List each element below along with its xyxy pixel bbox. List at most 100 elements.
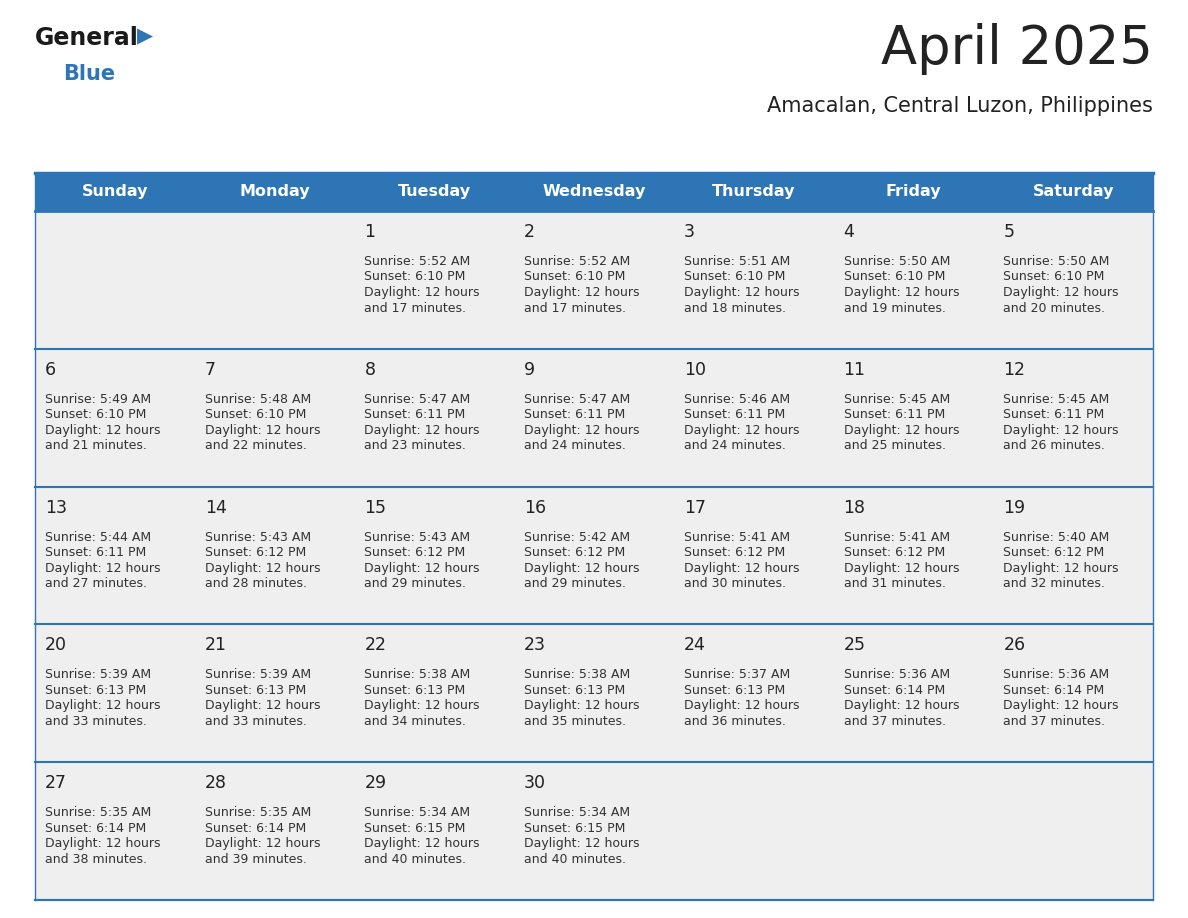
Text: and 31 minutes.: and 31 minutes. [843, 577, 946, 590]
Text: Sunrise: 5:52 AM: Sunrise: 5:52 AM [365, 255, 470, 268]
Bar [354, 349, 514, 487]
Text: 5: 5 [1004, 223, 1015, 241]
Text: Sunrise: 5:36 AM: Sunrise: 5:36 AM [1004, 668, 1110, 681]
Text: Sunrise: 5:35 AM: Sunrise: 5:35 AM [204, 806, 311, 819]
Bar [674, 762, 834, 900]
Text: Sunset: 6:15 PM: Sunset: 6:15 PM [524, 822, 626, 834]
Text: and 29 minutes.: and 29 minutes. [365, 577, 467, 590]
Text: 7: 7 [204, 361, 216, 379]
Text: and 33 minutes.: and 33 minutes. [45, 715, 147, 728]
Text: 24: 24 [684, 636, 706, 655]
Text: 13: 13 [45, 498, 67, 517]
Text: and 20 minutes.: and 20 minutes. [1004, 301, 1105, 315]
Text: Sunrise: 5:43 AM: Sunrise: 5:43 AM [365, 531, 470, 543]
Text: and 35 minutes.: and 35 minutes. [524, 715, 626, 728]
Text: Sunrise: 5:42 AM: Sunrise: 5:42 AM [524, 531, 631, 543]
Text: Sunrise: 5:52 AM: Sunrise: 5:52 AM [524, 255, 631, 268]
Text: Sunrise: 5:49 AM: Sunrise: 5:49 AM [45, 393, 151, 406]
Text: and 22 minutes.: and 22 minutes. [204, 440, 307, 453]
Text: Sunset: 6:13 PM: Sunset: 6:13 PM [524, 684, 625, 697]
Text: and 26 minutes.: and 26 minutes. [1004, 440, 1105, 453]
Bar [834, 349, 993, 487]
Text: 8: 8 [365, 361, 375, 379]
Text: and 28 minutes.: and 28 minutes. [204, 577, 307, 590]
Text: Sunrise: 5:41 AM: Sunrise: 5:41 AM [684, 531, 790, 543]
Text: Sunset: 6:10 PM: Sunset: 6:10 PM [684, 271, 785, 284]
Text: 26: 26 [1004, 636, 1025, 655]
Text: and 24 minutes.: and 24 minutes. [524, 440, 626, 453]
Text: and 19 minutes.: and 19 minutes. [843, 301, 946, 315]
Text: 22: 22 [365, 636, 386, 655]
Text: Daylight: 12 hours: Daylight: 12 hours [365, 286, 480, 299]
Text: Sunrise: 5:38 AM: Sunrise: 5:38 AM [524, 668, 631, 681]
Text: Amacalan, Central Luzon, Philippines: Amacalan, Central Luzon, Philippines [767, 96, 1154, 116]
Text: Sunrise: 5:47 AM: Sunrise: 5:47 AM [365, 393, 470, 406]
Text: Daylight: 12 hours: Daylight: 12 hours [843, 700, 959, 712]
Text: Tuesday: Tuesday [398, 185, 470, 199]
Text: Saturday: Saturday [1032, 185, 1114, 199]
Text: Sunrise: 5:38 AM: Sunrise: 5:38 AM [365, 668, 470, 681]
Text: and 17 minutes.: and 17 minutes. [365, 301, 467, 315]
Bar [674, 211, 834, 349]
Bar [993, 487, 1154, 624]
Text: Sunset: 6:13 PM: Sunset: 6:13 PM [365, 684, 466, 697]
Text: Daylight: 12 hours: Daylight: 12 hours [45, 562, 160, 575]
Text: and 38 minutes.: and 38 minutes. [45, 853, 147, 866]
Text: Sunrise: 5:35 AM: Sunrise: 5:35 AM [45, 806, 151, 819]
Text: 11: 11 [843, 361, 866, 379]
Text: Sunset: 6:11 PM: Sunset: 6:11 PM [365, 409, 466, 421]
Text: Daylight: 12 hours: Daylight: 12 hours [684, 424, 800, 437]
Text: Sunrise: 5:51 AM: Sunrise: 5:51 AM [684, 255, 790, 268]
Bar [195, 211, 354, 349]
Text: Daylight: 12 hours: Daylight: 12 hours [1004, 562, 1119, 575]
Text: Sunset: 6:14 PM: Sunset: 6:14 PM [45, 822, 146, 834]
Text: Daylight: 12 hours: Daylight: 12 hours [1004, 700, 1119, 712]
Text: Daylight: 12 hours: Daylight: 12 hours [204, 562, 321, 575]
Text: 6: 6 [45, 361, 56, 379]
Text: Daylight: 12 hours: Daylight: 12 hours [843, 286, 959, 299]
Text: Sunrise: 5:39 AM: Sunrise: 5:39 AM [45, 668, 151, 681]
Text: 30: 30 [524, 774, 546, 792]
Bar [834, 487, 993, 624]
Bar [354, 487, 514, 624]
Text: 16: 16 [524, 498, 546, 517]
Text: Daylight: 12 hours: Daylight: 12 hours [524, 424, 639, 437]
Text: 1: 1 [365, 223, 375, 241]
Text: and 30 minutes.: and 30 minutes. [684, 577, 785, 590]
Text: and 34 minutes.: and 34 minutes. [365, 715, 467, 728]
Text: Daylight: 12 hours: Daylight: 12 hours [45, 837, 160, 850]
Bar [195, 762, 354, 900]
Bar [514, 211, 674, 349]
Text: 2: 2 [524, 223, 535, 241]
Text: 28: 28 [204, 774, 227, 792]
Bar [34, 762, 195, 900]
Bar [993, 211, 1154, 349]
Text: Daylight: 12 hours: Daylight: 12 hours [204, 837, 321, 850]
Text: and 25 minutes.: and 25 minutes. [843, 440, 946, 453]
Text: Friday: Friday [885, 185, 941, 199]
Text: Sunrise: 5:36 AM: Sunrise: 5:36 AM [843, 668, 949, 681]
Text: 25: 25 [843, 636, 866, 655]
Text: Daylight: 12 hours: Daylight: 12 hours [1004, 286, 1119, 299]
Text: Sunset: 6:13 PM: Sunset: 6:13 PM [204, 684, 307, 697]
Text: 23: 23 [524, 636, 546, 655]
Text: Sunrise: 5:34 AM: Sunrise: 5:34 AM [524, 806, 631, 819]
Text: 21: 21 [204, 636, 227, 655]
Text: 12: 12 [1004, 361, 1025, 379]
Bar [674, 487, 834, 624]
Text: and 18 minutes.: and 18 minutes. [684, 301, 785, 315]
Text: 27: 27 [45, 774, 67, 792]
Text: 18: 18 [843, 498, 866, 517]
Bar [354, 211, 514, 349]
Text: Sunset: 6:11 PM: Sunset: 6:11 PM [684, 409, 785, 421]
Text: and 21 minutes.: and 21 minutes. [45, 440, 147, 453]
Bar [195, 349, 354, 487]
Bar [834, 211, 993, 349]
Text: General: General [34, 26, 139, 50]
Bar [993, 349, 1154, 487]
Text: Sunset: 6:12 PM: Sunset: 6:12 PM [365, 546, 466, 559]
Bar [834, 762, 993, 900]
Text: and 37 minutes.: and 37 minutes. [1004, 715, 1105, 728]
Text: Sunset: 6:15 PM: Sunset: 6:15 PM [365, 822, 466, 834]
Text: Sunrise: 5:44 AM: Sunrise: 5:44 AM [45, 531, 151, 543]
